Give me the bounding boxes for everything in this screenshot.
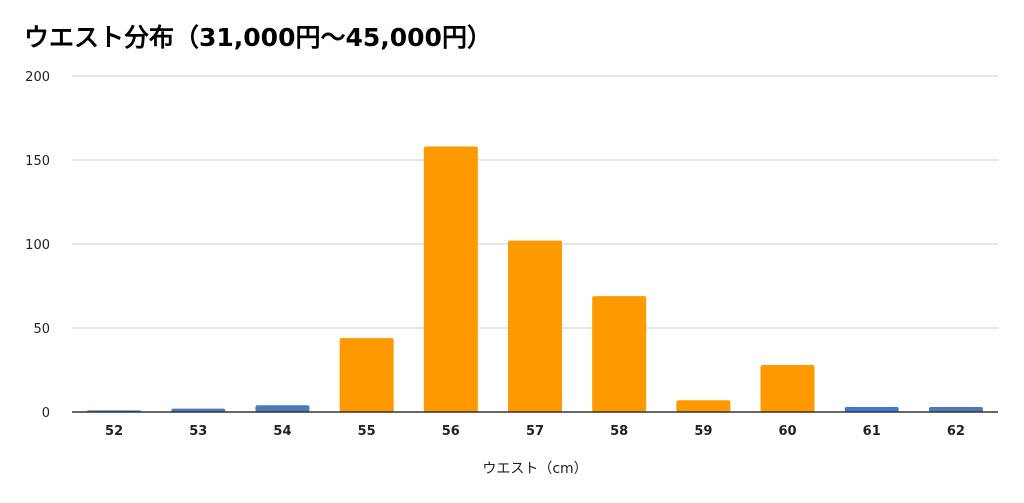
bar [760,364,815,412]
x-tick-label: 62 [947,424,965,439]
x-tick-label: 59 [694,424,712,439]
bar [171,408,226,412]
bar [339,338,394,412]
y-tick-label: 50 [33,322,50,337]
bar [928,406,983,412]
x-tick-label: 54 [273,424,291,439]
x-tick-label: 56 [442,424,460,439]
bar [255,405,310,412]
x-axis-label: ウエスト（cm） [482,461,587,477]
y-tick-label: 0 [42,406,50,421]
bar [592,296,647,412]
chart-title: ウエスト分布（31,000円〜45,000円） [24,23,492,52]
bar [844,406,899,412]
y-tick-label: 200 [25,70,50,85]
x-tick-label: 60 [778,424,796,439]
x-tick-label: 57 [526,424,544,439]
x-tick-label: 53 [189,424,207,439]
x-tick-label: 52 [105,424,123,439]
bar [676,400,731,412]
x-tick-label: 58 [610,424,628,439]
y-tick-label: 150 [25,154,50,169]
bar [508,240,562,412]
y-tick-label: 100 [25,238,50,253]
bar [423,146,478,412]
x-tick-label: 55 [358,424,376,439]
x-tick-label: 61 [863,424,881,439]
